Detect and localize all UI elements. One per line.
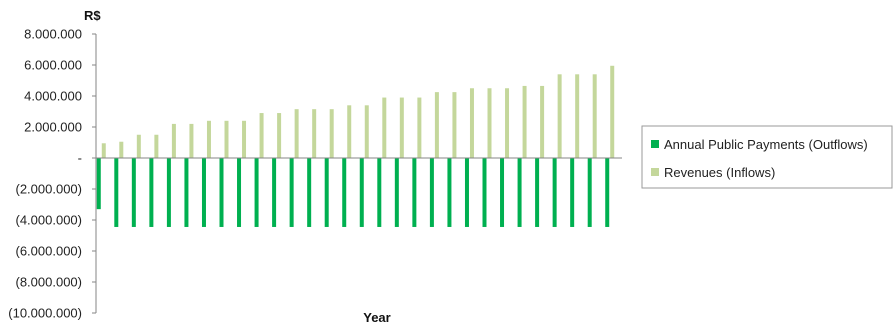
x-axis-title: Year — [363, 310, 390, 324]
bar-outflow — [184, 158, 189, 227]
bar-outflow — [412, 158, 417, 227]
legend-box — [641, 125, 893, 189]
bars — [96, 65, 615, 227]
bar-inflow — [206, 120, 211, 158]
bar-inflow — [312, 109, 317, 158]
bar-inflow — [505, 88, 510, 158]
bar-outflow — [166, 158, 171, 227]
bar-inflow — [259, 113, 264, 158]
bar-outflow — [342, 158, 347, 227]
bar-outflow — [219, 158, 224, 227]
bar-inflow — [364, 105, 369, 158]
y-axis-title: R$ — [84, 8, 101, 23]
bar-inflow — [382, 97, 387, 158]
bar-outflow — [377, 158, 382, 227]
bar-outflow — [201, 158, 206, 227]
bar-outflow — [289, 158, 294, 227]
bar-outflow — [131, 158, 136, 227]
bar-inflow — [417, 97, 422, 158]
bar-inflow — [242, 120, 247, 158]
bar-inflow — [277, 113, 282, 158]
bar-outflow — [552, 158, 557, 227]
bar-outflow — [272, 158, 277, 227]
y-tick-label: (8.000.000) — [16, 275, 83, 290]
bar-outflow — [517, 158, 522, 227]
bar-outflow — [587, 158, 592, 227]
bar-outflow — [535, 158, 540, 227]
bar-inflow — [522, 85, 527, 158]
bar-inflow — [487, 88, 492, 158]
legend-label-inflows: Revenues (Inflows) — [664, 165, 775, 180]
legend: Annual Public Payments (Outflows) Revenu… — [641, 125, 893, 189]
bar-outflow — [324, 158, 329, 227]
bar-outflow — [114, 158, 119, 227]
bar-inflow — [224, 120, 229, 158]
bar-inflow — [540, 85, 545, 158]
y-tick-label: 2.000.000 — [24, 120, 82, 135]
bar-outflow — [482, 158, 487, 227]
bar-outflow — [570, 158, 575, 227]
y-tick-label: - — [78, 151, 82, 166]
bar-outflow — [359, 158, 364, 227]
y-tick-label: (2.000.000) — [16, 182, 83, 197]
y-tick-label: 4.000.000 — [24, 89, 82, 104]
bar-inflow — [294, 109, 299, 158]
bar-outflow — [254, 158, 259, 227]
bar-inflow — [101, 143, 106, 158]
bar-inflow — [557, 74, 562, 158]
y-tick-label: (4.000.000) — [16, 213, 83, 228]
y-tick-label: (6.000.000) — [16, 244, 83, 259]
bar-outflow — [500, 158, 505, 227]
y-tick-label: 6.000.000 — [24, 58, 82, 73]
y-tick-label: 8.000.000 — [24, 27, 82, 42]
bar-inflow — [189, 123, 194, 158]
bar-outflow — [429, 158, 434, 227]
bar-outflow — [447, 158, 452, 227]
bar-outflow — [605, 158, 610, 227]
bar-inflow — [171, 123, 176, 158]
bar-outflow — [149, 158, 154, 227]
bar-inflow — [469, 88, 474, 158]
bar-outflow — [464, 158, 469, 227]
bar-inflow — [592, 74, 597, 158]
bar-outflow — [307, 158, 312, 227]
legend-swatch-inflows — [651, 168, 659, 176]
bar-outflow — [394, 158, 399, 227]
y-axis-ticks: 8.000.000 6.000.000 4.000.000 2.000.000 - (2.… — [8, 27, 96, 321]
bar-outflow — [96, 158, 101, 210]
bar-inflow — [399, 97, 404, 158]
bar-outflow — [237, 158, 242, 227]
bar-inflow — [154, 134, 159, 158]
bar-inflow — [119, 141, 124, 158]
bar-inflow — [575, 74, 580, 158]
bar-inflow — [329, 109, 334, 158]
bar-inflow — [347, 105, 352, 158]
bar-inflow — [452, 92, 457, 159]
bar-inflow — [610, 65, 615, 158]
legend-label-outflows: Annual Public Payments (Outflows) — [664, 137, 868, 152]
legend-swatch-outflows — [651, 140, 659, 148]
bar-inflow — [434, 92, 439, 159]
y-tick-label: (10.000.000) — [8, 306, 82, 321]
bar-inflow — [136, 134, 141, 158]
